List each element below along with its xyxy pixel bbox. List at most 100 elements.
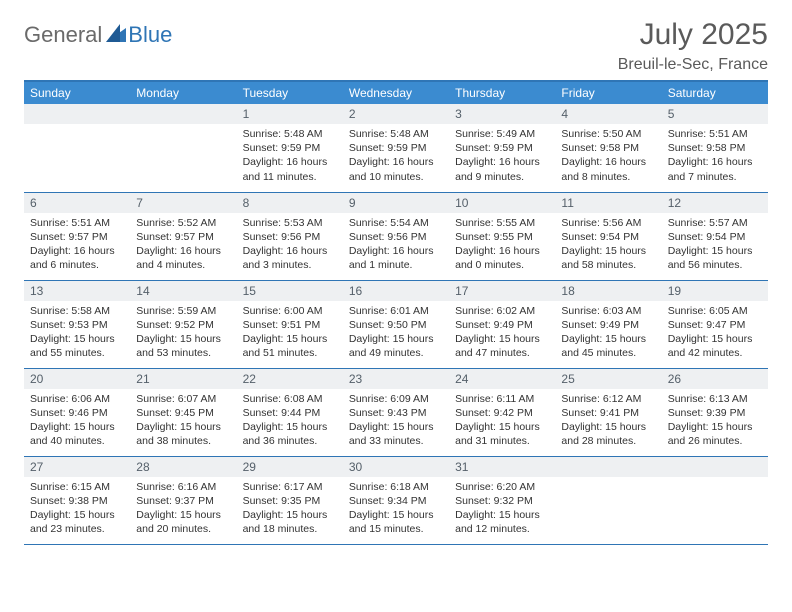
day-number: 12 bbox=[662, 193, 768, 213]
detail-line: Sunset: 9:57 PM bbox=[136, 230, 230, 244]
day-details: Sunrise: 6:08 AMSunset: 9:44 PMDaylight:… bbox=[237, 389, 343, 455]
logo-text-general: General bbox=[24, 22, 102, 48]
day-cell: 18Sunrise: 6:03 AMSunset: 9:49 PMDayligh… bbox=[555, 280, 661, 368]
detail-line: Sunrise: 5:50 AM bbox=[561, 127, 655, 141]
detail-line: Daylight: 16 hours bbox=[30, 244, 124, 258]
day-number bbox=[555, 457, 661, 477]
logo-text-blue: Blue bbox=[128, 22, 172, 48]
detail-line: Daylight: 15 hours bbox=[561, 244, 655, 258]
detail-line: Daylight: 15 hours bbox=[136, 332, 230, 346]
detail-line: Sunset: 9:58 PM bbox=[668, 141, 762, 155]
day-cell: 9Sunrise: 5:54 AMSunset: 9:56 PMDaylight… bbox=[343, 192, 449, 280]
detail-line: Daylight: 15 hours bbox=[455, 508, 549, 522]
detail-line: and 38 minutes. bbox=[136, 434, 230, 448]
day-cell: 10Sunrise: 5:55 AMSunset: 9:55 PMDayligh… bbox=[449, 192, 555, 280]
detail-line: and 3 minutes. bbox=[243, 258, 337, 272]
day-details: Sunrise: 6:01 AMSunset: 9:50 PMDaylight:… bbox=[343, 301, 449, 367]
detail-line: Daylight: 16 hours bbox=[455, 155, 549, 169]
dayhdr-sun: Sunday bbox=[24, 81, 130, 104]
detail-line: and 8 minutes. bbox=[561, 170, 655, 184]
day-details: Sunrise: 6:17 AMSunset: 9:35 PMDaylight:… bbox=[237, 477, 343, 543]
day-details: Sunrise: 5:50 AMSunset: 9:58 PMDaylight:… bbox=[555, 124, 661, 190]
dayhdr-mon: Monday bbox=[130, 81, 236, 104]
day-number: 21 bbox=[130, 369, 236, 389]
day-cell: 31Sunrise: 6:20 AMSunset: 9:32 PMDayligh… bbox=[449, 456, 555, 544]
detail-line: Daylight: 15 hours bbox=[30, 420, 124, 434]
detail-line: Daylight: 15 hours bbox=[30, 508, 124, 522]
detail-line: Sunset: 9:53 PM bbox=[30, 318, 124, 332]
day-details: Sunrise: 5:55 AMSunset: 9:55 PMDaylight:… bbox=[449, 213, 555, 279]
detail-line: Sunset: 9:47 PM bbox=[668, 318, 762, 332]
day-details: Sunrise: 6:11 AMSunset: 9:42 PMDaylight:… bbox=[449, 389, 555, 455]
detail-line: and 33 minutes. bbox=[349, 434, 443, 448]
detail-line: Daylight: 15 hours bbox=[455, 332, 549, 346]
detail-line: Sunrise: 5:49 AM bbox=[455, 127, 549, 141]
day-number: 1 bbox=[237, 104, 343, 124]
day-cell: 4Sunrise: 5:50 AMSunset: 9:58 PMDaylight… bbox=[555, 104, 661, 192]
day-cell: 5Sunrise: 5:51 AMSunset: 9:58 PMDaylight… bbox=[662, 104, 768, 192]
detail-line: Sunrise: 5:53 AM bbox=[243, 216, 337, 230]
detail-line: and 45 minutes. bbox=[561, 346, 655, 360]
week-row: 1Sunrise: 5:48 AMSunset: 9:59 PMDaylight… bbox=[24, 104, 768, 192]
day-number: 9 bbox=[343, 193, 449, 213]
day-details: Sunrise: 6:13 AMSunset: 9:39 PMDaylight:… bbox=[662, 389, 768, 455]
day-number: 10 bbox=[449, 193, 555, 213]
detail-line: Sunset: 9:44 PM bbox=[243, 406, 337, 420]
day-cell: 8Sunrise: 5:53 AMSunset: 9:56 PMDaylight… bbox=[237, 192, 343, 280]
day-cell: 20Sunrise: 6:06 AMSunset: 9:46 PMDayligh… bbox=[24, 368, 130, 456]
day-details: Sunrise: 6:06 AMSunset: 9:46 PMDaylight:… bbox=[24, 389, 130, 455]
detail-line: Daylight: 15 hours bbox=[349, 508, 443, 522]
day-number: 8 bbox=[237, 193, 343, 213]
detail-line: and 56 minutes. bbox=[668, 258, 762, 272]
day-header-row: Sunday Monday Tuesday Wednesday Thursday… bbox=[24, 81, 768, 104]
detail-line: Sunrise: 5:58 AM bbox=[30, 304, 124, 318]
detail-line: Daylight: 16 hours bbox=[668, 155, 762, 169]
detail-line: Sunrise: 5:51 AM bbox=[30, 216, 124, 230]
week-row: 13Sunrise: 5:58 AMSunset: 9:53 PMDayligh… bbox=[24, 280, 768, 368]
detail-line: Sunset: 9:50 PM bbox=[349, 318, 443, 332]
detail-line: Daylight: 15 hours bbox=[561, 332, 655, 346]
day-number bbox=[130, 104, 236, 124]
day-number: 28 bbox=[130, 457, 236, 477]
detail-line: and 42 minutes. bbox=[668, 346, 762, 360]
detail-line: Sunset: 9:54 PM bbox=[668, 230, 762, 244]
day-number: 16 bbox=[343, 281, 449, 301]
dayhdr-sat: Saturday bbox=[662, 81, 768, 104]
day-details: Sunrise: 5:48 AMSunset: 9:59 PMDaylight:… bbox=[237, 124, 343, 190]
detail-line: Daylight: 16 hours bbox=[243, 244, 337, 258]
day-number: 22 bbox=[237, 369, 343, 389]
detail-line: and 55 minutes. bbox=[30, 346, 124, 360]
detail-line: Daylight: 16 hours bbox=[561, 155, 655, 169]
day-cell: 6Sunrise: 5:51 AMSunset: 9:57 PMDaylight… bbox=[24, 192, 130, 280]
day-cell: 23Sunrise: 6:09 AMSunset: 9:43 PMDayligh… bbox=[343, 368, 449, 456]
detail-line: Sunset: 9:51 PM bbox=[243, 318, 337, 332]
detail-line: Sunrise: 5:54 AM bbox=[349, 216, 443, 230]
detail-line: Sunset: 9:58 PM bbox=[561, 141, 655, 155]
detail-line: Sunset: 9:46 PM bbox=[30, 406, 124, 420]
detail-line: Daylight: 15 hours bbox=[243, 508, 337, 522]
week-row: 20Sunrise: 6:06 AMSunset: 9:46 PMDayligh… bbox=[24, 368, 768, 456]
day-details: Sunrise: 6:18 AMSunset: 9:34 PMDaylight:… bbox=[343, 477, 449, 543]
day-details: Sunrise: 6:05 AMSunset: 9:47 PMDaylight:… bbox=[662, 301, 768, 367]
calendar-table: Sunday Monday Tuesday Wednesday Thursday… bbox=[24, 80, 768, 545]
day-cell: 17Sunrise: 6:02 AMSunset: 9:49 PMDayligh… bbox=[449, 280, 555, 368]
detail-line: and 20 minutes. bbox=[136, 522, 230, 536]
detail-line: and 51 minutes. bbox=[243, 346, 337, 360]
day-number: 20 bbox=[24, 369, 130, 389]
detail-line: Sunset: 9:59 PM bbox=[455, 141, 549, 155]
location-label: Breuil-le-Sec, France bbox=[618, 56, 768, 74]
day-number: 17 bbox=[449, 281, 555, 301]
title-block: July 2025 Breuil-le-Sec, France bbox=[618, 18, 768, 74]
day-cell bbox=[24, 104, 130, 192]
day-cell: 28Sunrise: 6:16 AMSunset: 9:37 PMDayligh… bbox=[130, 456, 236, 544]
logo-mark-icon bbox=[106, 24, 126, 47]
detail-line: Daylight: 15 hours bbox=[349, 420, 443, 434]
detail-line: Sunrise: 6:05 AM bbox=[668, 304, 762, 318]
detail-line: Sunset: 9:32 PM bbox=[455, 494, 549, 508]
detail-line: Daylight: 16 hours bbox=[243, 155, 337, 169]
detail-line: Sunrise: 6:17 AM bbox=[243, 480, 337, 494]
day-details: Sunrise: 5:57 AMSunset: 9:54 PMDaylight:… bbox=[662, 213, 768, 279]
detail-line: and 9 minutes. bbox=[455, 170, 549, 184]
detail-line: Daylight: 15 hours bbox=[561, 420, 655, 434]
detail-line: Daylight: 15 hours bbox=[243, 332, 337, 346]
